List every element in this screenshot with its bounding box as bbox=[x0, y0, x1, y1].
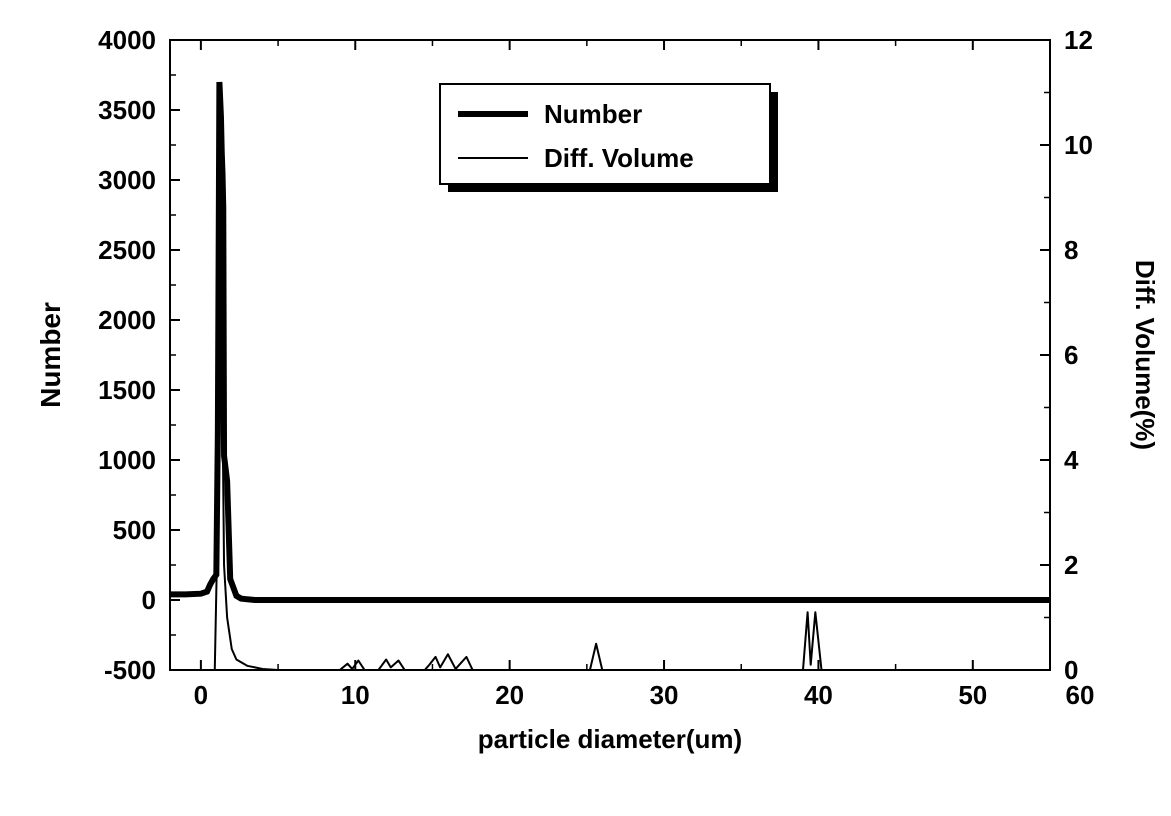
svg-text:1500: 1500 bbox=[98, 375, 156, 405]
svg-text:40: 40 bbox=[804, 680, 833, 710]
svg-text:8: 8 bbox=[1064, 235, 1078, 265]
svg-text:0: 0 bbox=[142, 585, 156, 615]
svg-text:4000: 4000 bbox=[98, 25, 156, 55]
svg-text:30: 30 bbox=[650, 680, 679, 710]
svg-text:Number: Number bbox=[35, 302, 66, 408]
svg-text:Number: Number bbox=[544, 99, 642, 129]
svg-text:0: 0 bbox=[194, 680, 208, 710]
chart-svg: 0102030405060particle diameter(um)-50005… bbox=[0, 0, 1171, 816]
svg-text:2500: 2500 bbox=[98, 235, 156, 265]
svg-text:3500: 3500 bbox=[98, 95, 156, 125]
svg-text:6: 6 bbox=[1064, 340, 1078, 370]
svg-text:1000: 1000 bbox=[98, 445, 156, 475]
svg-text:3000: 3000 bbox=[98, 165, 156, 195]
svg-text:500: 500 bbox=[113, 515, 156, 545]
svg-text:particle diameter(um): particle diameter(um) bbox=[478, 724, 742, 754]
svg-text:2: 2 bbox=[1064, 550, 1078, 580]
svg-text:50: 50 bbox=[958, 680, 987, 710]
svg-text:Diff. Volume(%): Diff. Volume(%) bbox=[1130, 260, 1160, 450]
svg-text:Diff. Volume: Diff. Volume bbox=[544, 143, 694, 173]
svg-text:4: 4 bbox=[1064, 445, 1079, 475]
svg-text:10: 10 bbox=[341, 680, 370, 710]
svg-text:10: 10 bbox=[1064, 130, 1093, 160]
svg-text:12: 12 bbox=[1064, 25, 1093, 55]
svg-text:20: 20 bbox=[495, 680, 524, 710]
dual-axis-chart: 0102030405060particle diameter(um)-50005… bbox=[0, 0, 1171, 816]
svg-text:0: 0 bbox=[1064, 655, 1078, 685]
svg-text:-500: -500 bbox=[104, 655, 156, 685]
svg-text:2000: 2000 bbox=[98, 305, 156, 335]
